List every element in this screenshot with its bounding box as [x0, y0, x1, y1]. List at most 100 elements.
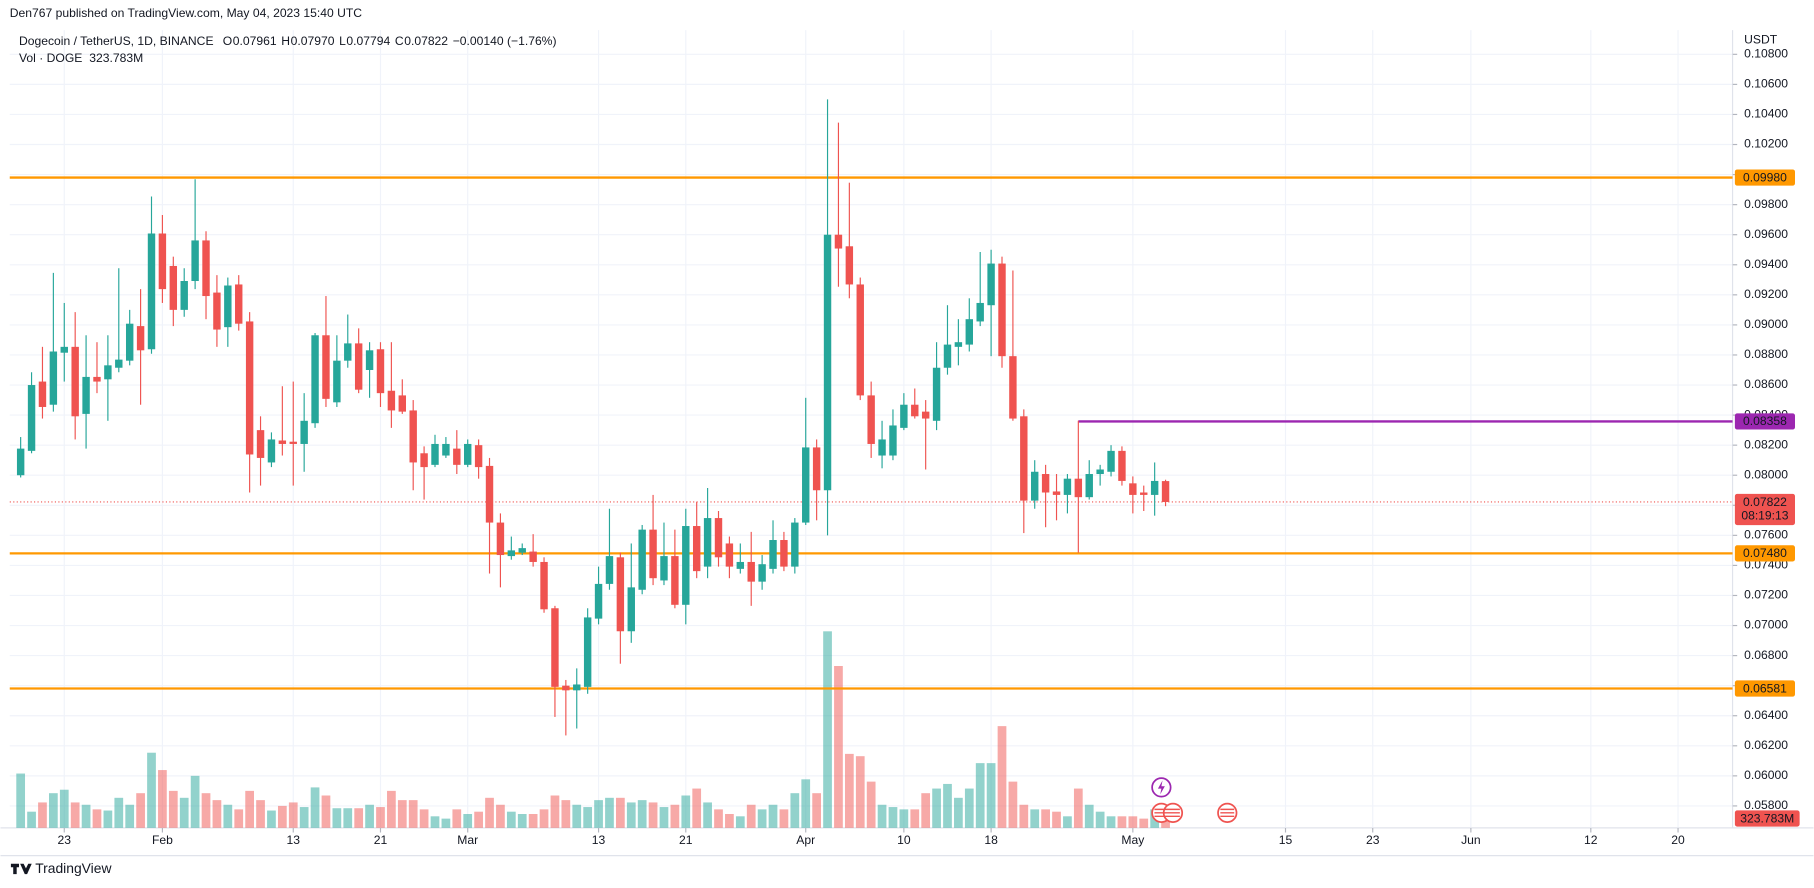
y-tick-label: 0.06400 — [1744, 708, 1788, 722]
volume-bar — [528, 814, 538, 828]
candle-body — [453, 448, 461, 465]
level-price-label: 0.06581 — [1743, 681, 1787, 695]
volume-bar — [92, 809, 102, 828]
volume-bar — [485, 797, 494, 828]
candle-body — [169, 265, 178, 310]
volume-legend: Vol · DOGE — [19, 51, 82, 65]
candle-body — [278, 440, 287, 444]
x-tick-label: Feb — [152, 833, 173, 847]
volume-bar — [757, 809, 767, 828]
candle-body — [987, 263, 995, 306]
volume-bar — [768, 804, 778, 828]
volume-bar — [1106, 816, 1116, 828]
candle-body — [147, 233, 156, 350]
candle-body — [431, 443, 439, 465]
candle-body — [583, 617, 592, 687]
volume-bar — [1117, 816, 1127, 828]
volume-bar — [790, 793, 800, 828]
x-tick-label: 18 — [984, 833, 998, 847]
candle-body — [954, 342, 963, 347]
y-tick-label: 0.10600 — [1744, 77, 1788, 91]
candle-body — [398, 395, 406, 412]
y-tick-label: 0.08000 — [1744, 467, 1788, 481]
volume-bar — [899, 809, 909, 828]
volume-bar — [16, 773, 26, 828]
volume-bar — [70, 802, 80, 828]
volume-bar — [419, 809, 429, 828]
candle-body — [365, 350, 374, 370]
candle-body — [965, 319, 973, 345]
volume-bar — [277, 805, 287, 828]
legend-key: L — [339, 34, 346, 48]
volume-bar — [681, 795, 691, 828]
candle-body — [289, 441, 297, 444]
volume-bar — [387, 790, 396, 828]
volume-bar — [321, 795, 331, 828]
volume-bar — [866, 781, 876, 828]
candle-body — [474, 445, 483, 468]
y-tick-label: 0.09000 — [1744, 317, 1788, 331]
candle-body — [496, 522, 505, 556]
candle-body — [1041, 474, 1050, 493]
last-price-label-bg — [1734, 493, 1795, 526]
y-tick-label: 0.09200 — [1744, 287, 1788, 301]
countdown-label: 08:19:13 — [1741, 509, 1788, 523]
y-tick-label: 0.07600 — [1744, 528, 1788, 542]
chart-title: Dogecoin / TetherUS, 1D, BINANCE — [19, 34, 214, 48]
y-tick-label: 0.06800 — [1744, 648, 1788, 662]
volume-bar — [779, 809, 789, 828]
volume-bar — [1052, 811, 1061, 828]
volume-bar — [1128, 816, 1138, 828]
event-icon-flag — [1154, 808, 1235, 818]
candle-body — [125, 323, 134, 361]
volume-bar — [256, 800, 265, 828]
level-price-label: 0.09980 — [1743, 170, 1787, 184]
volume-bar — [539, 809, 549, 828]
volume-bar — [463, 814, 473, 828]
candle-body — [213, 292, 221, 330]
candle-body — [344, 343, 352, 361]
candle-body — [93, 376, 101, 382]
volume-bar — [267, 810, 276, 828]
candle-body — [1107, 450, 1115, 472]
candle-body — [878, 439, 886, 456]
volume-bar — [158, 770, 167, 828]
legend-value: 0.07970 — [291, 34, 335, 48]
candle-body — [921, 411, 930, 419]
x-tick-label: 13 — [287, 833, 301, 847]
y-tick-label: 0.08600 — [1744, 377, 1788, 391]
candle-body — [932, 367, 941, 421]
y-tick-label: 0.09600 — [1744, 227, 1788, 241]
candle-body — [376, 349, 385, 394]
level-price-label-bg — [1734, 413, 1795, 430]
volume-label-bg — [1734, 810, 1800, 827]
candle-body — [27, 385, 36, 451]
volume-bar — [332, 808, 342, 828]
candle-body — [1150, 480, 1159, 495]
x-tick-label: 15 — [1279, 833, 1293, 847]
candle-body — [649, 529, 657, 579]
candle-body — [943, 344, 952, 368]
volume-bar — [964, 788, 974, 828]
volume-bar — [376, 807, 385, 828]
candle-body — [267, 439, 276, 463]
publish-info: Den767 published on TradingView.com, May… — [10, 6, 363, 20]
candle-body — [671, 556, 679, 605]
candle-body — [856, 284, 864, 396]
volume-bar — [517, 814, 527, 828]
volume-bar — [81, 804, 91, 828]
brand-name: TradingView — [35, 860, 112, 876]
candle-body — [387, 390, 396, 411]
candle-body — [1140, 492, 1148, 495]
candle-body — [540, 561, 548, 610]
legend-key: H — [281, 34, 290, 48]
volume-bar — [1161, 818, 1170, 828]
legend-value: 0.07961 — [233, 34, 277, 48]
volume-bar — [932, 788, 941, 828]
y-tick-label: 0.05800 — [1744, 798, 1788, 812]
candle-body — [191, 240, 199, 282]
x-tick-label: 23 — [58, 833, 72, 847]
candle-body — [714, 518, 723, 558]
volume-bar — [288, 802, 298, 828]
